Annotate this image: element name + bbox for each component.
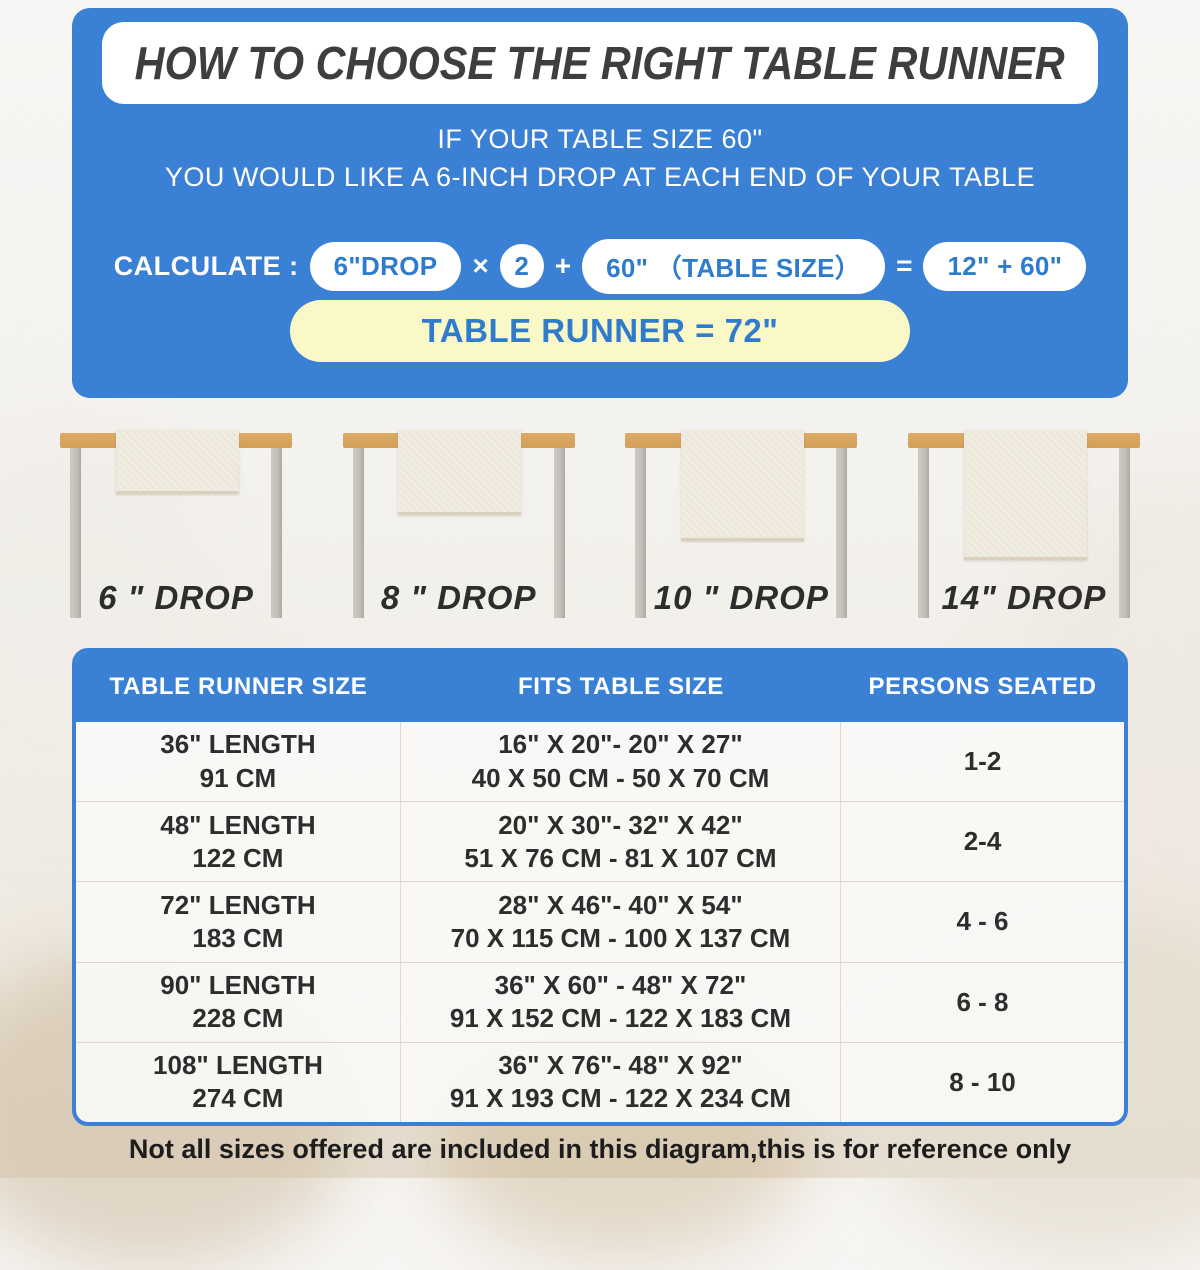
table-size-pill: 60" （TABLE SIZE） [582, 238, 886, 294]
fits-size-inches: 36" X 76"- 48" X 92" [498, 1050, 743, 1081]
runner-size-inches: 90" LENGTH [160, 969, 316, 1000]
drop-figure-10: 10 " DROP [625, 425, 858, 625]
drop-figure-8: 8 " DROP [342, 425, 575, 625]
runner-cloth [398, 430, 522, 515]
size-table-body: 36" LENGTH 91 CM 16" X 20"- 20" X 27" 40… [76, 722, 1124, 1122]
runner-size-inches: 72" LENGTH [160, 889, 316, 920]
table-row: 90" LENGTH 228 CM 36" X 60" - 48" X 72" … [76, 961, 1124, 1042]
cell-fits-size: 36" X 60" - 48" X 72" 91 X 152 CM - 122 … [401, 962, 842, 1042]
persons-seated: 4 - 6 [956, 906, 1009, 937]
table-leg-left [352, 445, 364, 618]
page-title: HOW TO CHOOSE THE RIGHT TABLE RUNNER [135, 37, 1065, 89]
runner-size-cm: 274 CM [192, 1083, 284, 1114]
drop-pill: 6"DROP [309, 241, 462, 291]
cell-persons: 2-4 [841, 802, 1124, 881]
persons-seated: 2-4 [963, 826, 1002, 857]
runner-size-cm: 183 CM [192, 923, 284, 953]
fits-size-cm: 70 X 115 CM - 100 X 137 CM [450, 923, 791, 953]
cell-runner-size: 72" LENGTH 183 CM [76, 882, 401, 962]
fits-size-inches: 36" X 60" - 48" X 72" [494, 969, 747, 1000]
hero-panel: HOW TO CHOOSE THE RIGHT TABLE RUNNER IF … [72, 8, 1128, 398]
persons-seated: 1-2 [963, 745, 1002, 776]
header-fits-size: FITS TABLE SIZE [518, 673, 724, 700]
sum-pill: 12" + 60" [923, 241, 1087, 291]
equals-sign: = [896, 250, 913, 281]
cell-fits-size: 28" X 46"- 40" X 54" 70 X 115 CM - 100 X… [401, 882, 842, 962]
fits-size-inches: 20" X 30"- 32" X 42" [498, 809, 743, 840]
header-runner-size: TABLE RUNNER SIZE [109, 673, 368, 700]
cell-persons: 4 - 6 [841, 882, 1124, 961]
drop-label: 8 " DROP [380, 579, 537, 616]
table-leg-right [271, 445, 282, 618]
runner-size-cm: 91 CM [199, 762, 277, 793]
runner-cloth [115, 430, 239, 494]
calculate-label: CALCULATE : [113, 250, 299, 281]
fits-size-inches: 28" X 46"- 40" X 54" [498, 889, 743, 920]
runner-size-inches: 48" LENGTH [160, 809, 316, 840]
plus-sign: + [554, 250, 572, 281]
table-leg-left [635, 445, 647, 618]
fits-size-cm: 91 X 152 CM - 122 X 183 CM [449, 1003, 791, 1034]
size-table-header: TABLE RUNNER SIZE FITS TABLE SIZE PERSON… [76, 652, 1124, 722]
subtitle-line-2: YOU WOULD LIKE A 6-INCH DROP AT EACH END… [164, 162, 1036, 192]
runner-size-cm: 228 CM [192, 1003, 284, 1034]
cell-fits-size: 16" X 20"- 20" X 27" 40 X 50 CM - 50 X 7… [401, 722, 842, 802]
footer-note: Not all sizes offered are included in th… [128, 1134, 1072, 1164]
persons-seated: 8 - 10 [949, 1066, 1016, 1097]
cell-fits-size: 36" X 76"- 48" X 92" 91 X 193 CM - 122 X… [401, 1042, 842, 1122]
fits-size-cm: 40 X 50 CM - 50 X 70 CM [471, 762, 770, 793]
cell-persons: 8 - 10 [841, 1043, 1124, 1122]
table-row: 72" LENGTH 183 CM 28" X 46"- 40" X 54" 7… [76, 881, 1124, 962]
cell-fits-size: 20" X 30"- 32" X 42" 51 X 76 CM - 81 X 1… [401, 802, 842, 882]
drop-figure-14: 14" DROP [907, 425, 1140, 625]
drop-label: 14" DROP [941, 579, 1107, 616]
cell-persons: 1-2 [841, 722, 1124, 801]
table-row: 108" LENGTH 274 CM 36" X 76"- 48" X 92" … [76, 1041, 1124, 1122]
table-leg-left [917, 445, 929, 618]
table-row: 48" LENGTH 122 CM 20" X 30"- 32" X 42" 5… [76, 801, 1124, 882]
drop-figure-6: 6 " DROP [60, 425, 292, 625]
cell-runner-size: 108" LENGTH 274 CM [76, 1042, 401, 1122]
size-table-panel: TABLE RUNNER SIZE FITS TABLE SIZE PERSON… [72, 648, 1128, 1126]
cell-runner-size: 90" LENGTH 228 CM [76, 962, 401, 1042]
runner-cloth [963, 430, 1087, 560]
factor-badge: 2 [499, 244, 544, 288]
calculation-row: CALCULATE : 6"DROP × 2 + 60" （TABLE SIZE… [72, 238, 1128, 294]
drop-label: 6 " DROP [98, 579, 254, 616]
cell-runner-size: 36" LENGTH 91 CM [76, 722, 401, 802]
runner-size-cm: 122 CM [192, 842, 284, 873]
fits-size-cm: 91 X 193 CM - 122 X 234 CM [449, 1083, 791, 1114]
runner-cloth [680, 430, 804, 541]
table-leg-right [553, 445, 565, 618]
fits-size-cm: 51 X 76 CM - 81 X 107 CM [464, 842, 777, 873]
runner-total-pill: TABLE RUNNER = 72" [290, 300, 910, 362]
table-leg-right [836, 445, 848, 618]
subtitle-line-1: IF YOUR TABLE SIZE 60" [437, 124, 763, 154]
title-bar: HOW TO CHOOSE THE RIGHT TABLE RUNNER [102, 22, 1098, 104]
cell-runner-size: 48" LENGTH 122 CM [76, 802, 401, 882]
runner-size-inches: 108" LENGTH [153, 1050, 323, 1081]
header-persons: PERSONS SEATED [868, 673, 1097, 700]
multiply-sign: × [472, 250, 489, 281]
persons-seated: 6 - 8 [956, 986, 1009, 1017]
drop-label: 10 " DROP [653, 579, 829, 616]
cell-persons: 6 - 8 [841, 963, 1124, 1042]
runner-size-inches: 36" LENGTH [160, 729, 316, 760]
table-row: 36" LENGTH 91 CM 16" X 20"- 20" X 27" 40… [76, 722, 1124, 802]
drop-figures-band: 6 " DROP 8 " DROP 10 " DROP 14" DROP [60, 425, 1140, 625]
fits-size-inches: 16" X 20"- 20" X 27" [498, 729, 743, 760]
